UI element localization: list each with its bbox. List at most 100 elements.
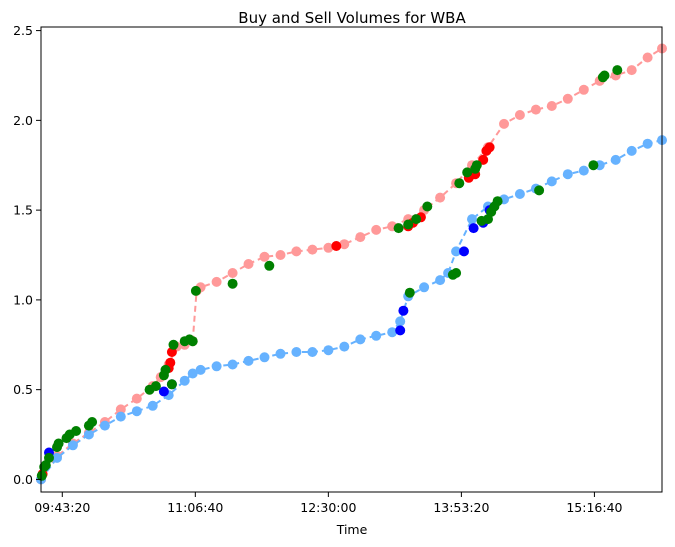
series-0-point — [339, 239, 350, 250]
y-tick-label: 2.5 — [13, 23, 33, 38]
series-1-point — [323, 345, 334, 356]
y-tick-label: 0.5 — [13, 382, 33, 397]
series-0-point — [435, 192, 446, 203]
series-1-point — [147, 400, 158, 411]
series-1-point — [275, 348, 286, 359]
series-2-point — [484, 142, 495, 153]
series-0-point — [514, 110, 525, 120]
series-3-point — [459, 246, 469, 257]
series-4-point — [166, 379, 177, 390]
series-1-point — [371, 330, 382, 341]
series-3-point — [398, 305, 409, 316]
series-4-point — [36, 470, 47, 481]
series-4-point — [454, 178, 465, 189]
series-4-point — [462, 167, 473, 178]
series-4-point — [264, 260, 275, 271]
plot-area — [36, 43, 667, 485]
series-1-point — [514, 189, 525, 199]
plot-frame — [40, 26, 663, 493]
x-tick-label: 11:06:40 — [167, 500, 223, 515]
series-4-point — [492, 196, 503, 207]
x-tick-label: 09:43:20 — [34, 500, 90, 515]
series-4-point — [71, 426, 82, 436]
series-4-point — [588, 160, 599, 171]
series-1-point — [115, 411, 126, 422]
series-1-point — [395, 316, 406, 327]
series-1-point — [339, 341, 350, 352]
series-0-point — [275, 250, 286, 260]
series-0-point — [626, 65, 637, 76]
series-1-point — [562, 169, 573, 180]
series-3-point — [468, 223, 479, 234]
series-4-point — [87, 417, 98, 427]
series-4-point — [150, 381, 161, 392]
series-0-point — [259, 251, 270, 262]
series-1-point — [179, 375, 190, 386]
series-4-point — [393, 223, 404, 234]
series-1-point — [83, 429, 94, 440]
series-4-point — [534, 185, 545, 196]
series-1-point — [546, 176, 557, 187]
series-1-point — [211, 361, 222, 372]
series-4-point — [53, 438, 64, 449]
series-4-point — [168, 339, 179, 350]
series-1-point — [131, 406, 142, 417]
series-1-point — [435, 275, 446, 286]
series-1-point — [419, 282, 430, 293]
series-0-point — [578, 84, 589, 95]
series-1-point — [387, 327, 398, 338]
series-4-point — [44, 452, 54, 463]
series-0-point — [131, 393, 142, 404]
series-1-point — [307, 347, 318, 357]
series-0-point — [227, 268, 238, 278]
x-tick-label: 12:30:00 — [300, 500, 356, 515]
x-tick-label: 13:53:20 — [433, 500, 489, 515]
series-0-point — [115, 404, 126, 415]
series-3 — [44, 205, 495, 458]
y-tick-label: 0.0 — [13, 472, 33, 487]
series-3-point — [158, 386, 169, 397]
series-4-point — [403, 219, 414, 230]
x-axis-title: Time — [336, 522, 368, 537]
series-4-point — [471, 160, 482, 171]
series-4-point — [160, 364, 171, 375]
series-1-line — [40, 139, 663, 480]
series-0-point — [211, 276, 222, 287]
series-1-point — [67, 440, 78, 451]
series-4-point — [422, 201, 433, 212]
series-1-point — [467, 214, 477, 225]
series-0-point — [642, 52, 653, 63]
series-4 — [36, 65, 623, 481]
series-1-point — [99, 420, 110, 431]
series-1-point — [227, 359, 238, 370]
series-1-point — [578, 165, 589, 176]
y-axis: 0.0 0.5 1.0 1.5 2.0 2.5 — [13, 23, 41, 487]
series-1-point — [355, 334, 366, 345]
series-4-point — [411, 214, 422, 225]
series-4-point — [190, 285, 201, 296]
series-0-point — [323, 242, 334, 253]
series-4-point — [404, 287, 415, 298]
y-tick-label: 1.5 — [13, 203, 33, 218]
x-tick-label: 15:16:40 — [566, 500, 622, 515]
series-4-point — [612, 65, 623, 76]
y-tick-label: 1.0 — [13, 292, 33, 307]
series-0 — [36, 43, 667, 485]
series-1-point — [259, 352, 270, 363]
series-0-point — [546, 101, 557, 111]
series-0-point — [530, 104, 541, 115]
x-axis: 09:43:20 11:06:40 12:30:00 13:53:20 15:16:40 — [34, 492, 623, 515]
series-0-point — [355, 232, 366, 243]
series-1-point — [195, 364, 206, 375]
series-1-point — [610, 154, 621, 165]
series-4-point — [451, 268, 462, 278]
series-1-point — [52, 452, 62, 463]
series-1-point — [187, 368, 198, 379]
series-4-point — [227, 278, 238, 289]
series-0-point — [562, 93, 573, 104]
series-1-point — [243, 355, 254, 366]
series-1-point — [291, 347, 302, 357]
series-2-point — [165, 357, 176, 368]
series-1-point — [642, 138, 653, 149]
